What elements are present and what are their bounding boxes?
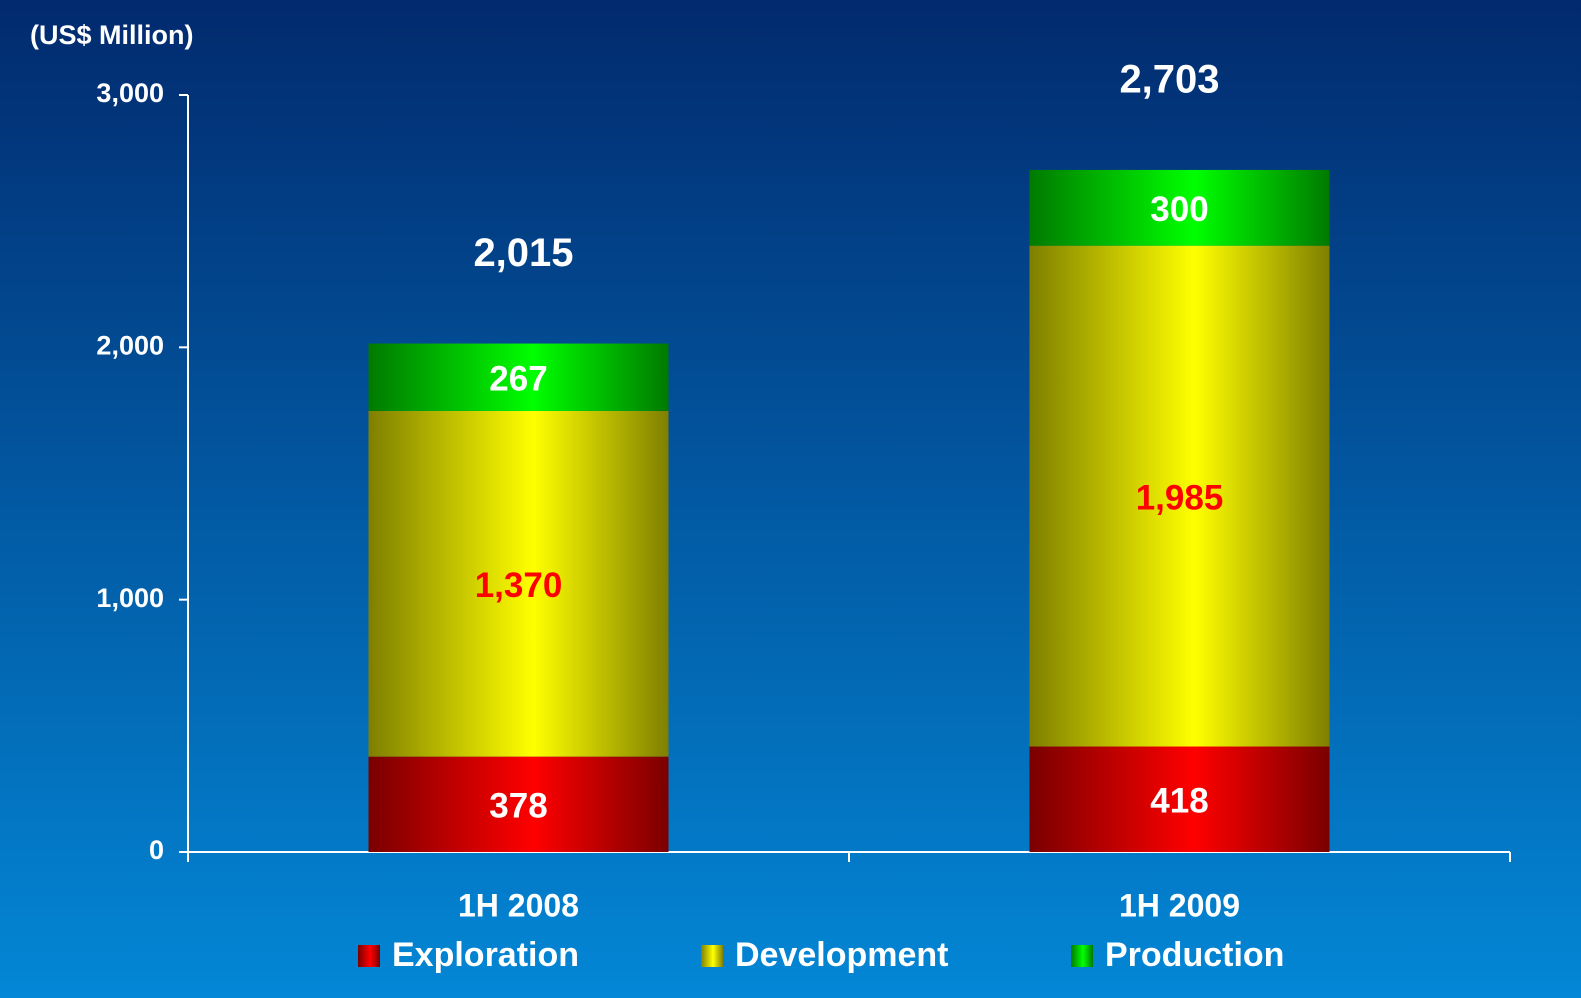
bar-segment — [1029, 245, 1330, 747]
bar-segment — [368, 410, 669, 757]
total-label: 2,703 — [1119, 58, 1219, 102]
legend-swatch — [358, 945, 380, 967]
legend-swatch — [701, 945, 723, 967]
y-tick-label: 2,000 — [96, 330, 164, 360]
data-label: 1,985 — [1136, 478, 1224, 517]
y-axis-label: (US$ Million) — [30, 20, 194, 50]
bar-segment — [368, 756, 669, 852]
x-tick-label: 1H 2009 — [1119, 887, 1240, 923]
bar-segment — [368, 343, 669, 411]
data-label: 378 — [489, 787, 547, 826]
legend-label: Development — [735, 936, 949, 974]
y-tick-label: 0 — [149, 835, 164, 865]
data-label: 267 — [489, 359, 547, 398]
bar-segment — [1029, 746, 1330, 852]
total-label: 2,015 — [473, 231, 573, 275]
bar-segment — [1029, 169, 1330, 246]
legend-label: Production — [1105, 936, 1284, 974]
legend-label: Exploration — [392, 936, 579, 974]
data-label: 1,370 — [475, 566, 563, 605]
legend-swatch — [1071, 945, 1093, 967]
y-tick-label: 3,000 — [96, 78, 164, 108]
y-tick-label: 1,000 — [96, 583, 164, 613]
data-label: 300 — [1150, 190, 1208, 229]
data-label: 418 — [1150, 782, 1208, 821]
x-tick-label: 1H 2008 — [458, 887, 579, 923]
